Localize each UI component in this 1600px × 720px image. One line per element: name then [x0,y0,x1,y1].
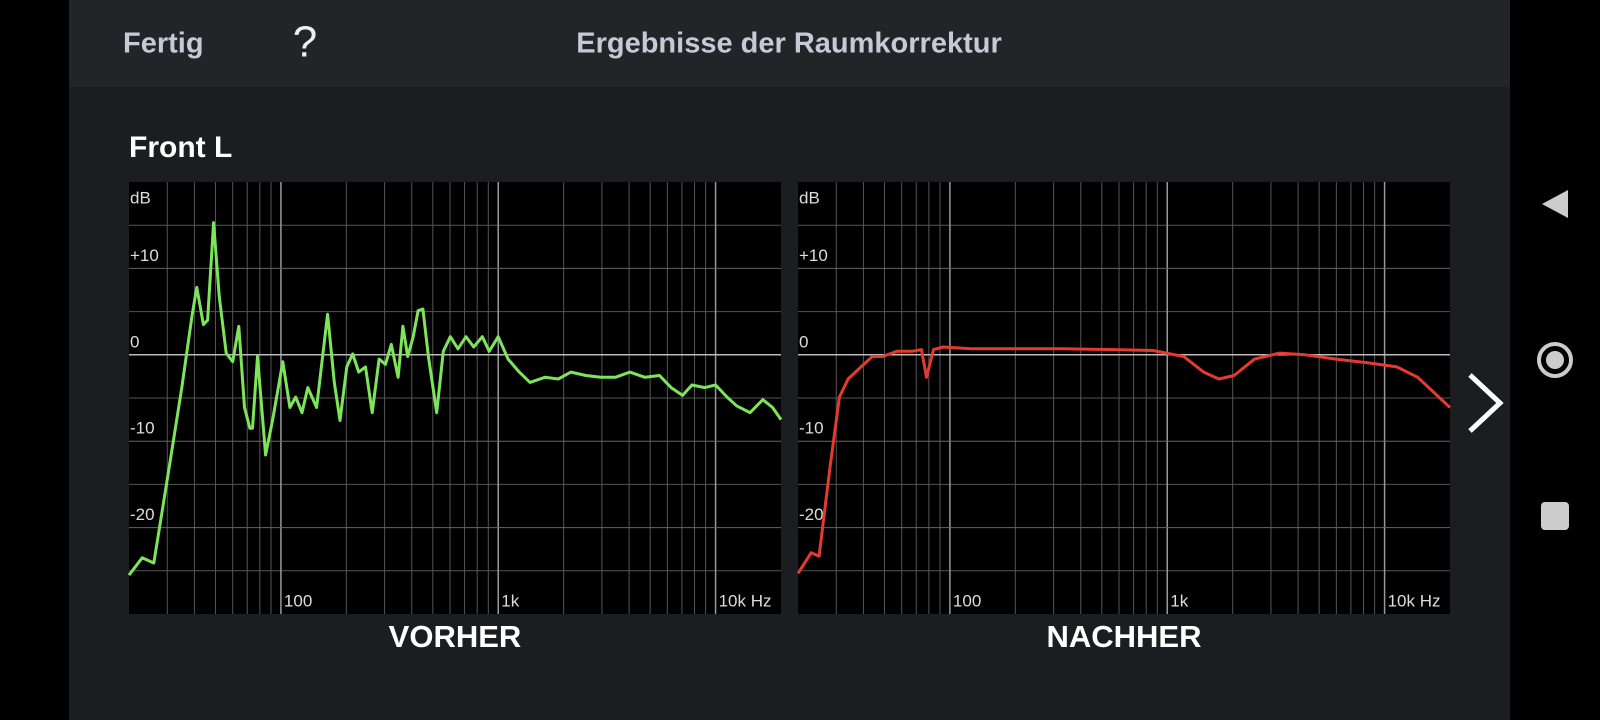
x-tick-label: 100 [284,591,312,610]
done-button[interactable]: Fertig [123,28,204,60]
x-tick-label: 10k Hz [719,591,772,610]
nav-recent[interactable] [1541,502,1569,530]
chart-title: VORHER [389,619,522,654]
nav-back[interactable] [1542,190,1568,218]
x-tick-label: 1k [1170,591,1188,610]
y-tick-label: +10 [130,246,159,265]
next-arrow[interactable] [1468,373,1504,433]
y-tick-label: 0 [799,332,808,351]
y-tick-label: -20 [130,505,155,524]
nav-home-dot [1546,351,1564,369]
nav-home[interactable] [1537,342,1573,378]
x-tick-label: 1k [501,591,519,610]
y-tick-label: -10 [799,419,824,438]
x-tick-label: 100 [953,591,981,610]
app-header [69,0,1510,87]
y-tick-label: -20 [799,505,824,524]
screen-title: Ergebnisse der Raumkorrektur [576,28,1001,60]
y-tick-label: +10 [799,246,828,265]
section-title: Front L [129,131,232,164]
y-tick-label: 0 [130,332,139,351]
chart-title: NACHHER [1047,619,1202,654]
help-button[interactable]: ? [293,18,317,67]
y-axis-label: dB [130,188,151,207]
response-line [796,345,1452,575]
x-tick-label: 10k Hz [1388,591,1441,610]
y-tick-label: -10 [130,419,155,438]
response-line [127,221,783,577]
y-axis-label: dB [799,188,820,207]
